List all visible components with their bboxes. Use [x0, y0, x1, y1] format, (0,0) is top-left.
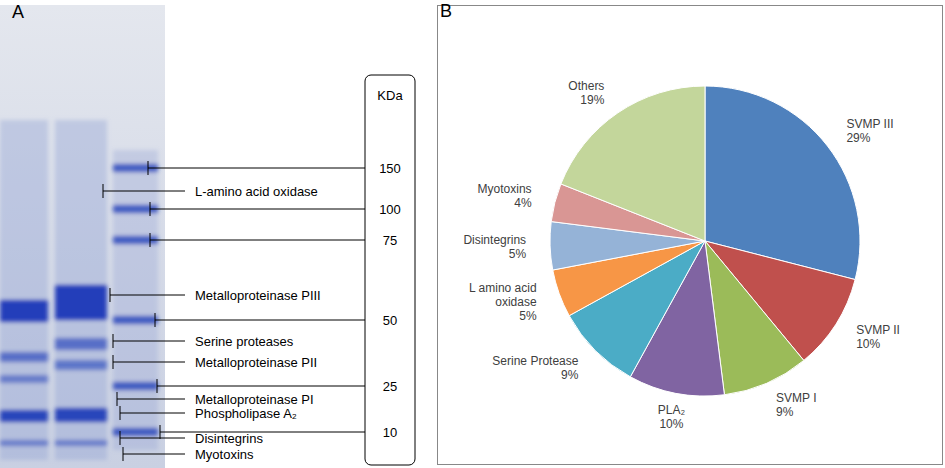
svg-text:PLA₂10%: PLA₂10% [658, 403, 686, 431]
svg-text:Serine Protease9%: Serine Protease9% [492, 354, 578, 382]
svg-text:100: 100 [379, 202, 401, 217]
svg-text:SVMP II10%: SVMP II10% [856, 323, 900, 351]
svg-text:A: A [12, 2, 24, 22]
svg-text:Metalloproteinase PI: Metalloproteinase PI [195, 392, 314, 407]
svg-text:Myotoxins: Myotoxins [195, 447, 254, 462]
svg-text:L-amino acid oxidase: L-amino acid oxidase [195, 184, 318, 199]
svg-text:L amino acidoxidase5%: L amino acidoxidase5% [469, 281, 537, 323]
svg-text:50: 50 [383, 313, 397, 328]
svg-text:75: 75 [383, 233, 397, 248]
svg-text:SVMP I9%: SVMP I9% [776, 391, 816, 419]
svg-text:Others19%: Others19% [568, 79, 604, 107]
svg-text:Myotoxins4%: Myotoxins4% [478, 182, 532, 210]
svg-text:Serine proteases: Serine proteases [195, 334, 294, 349]
svg-text:Disintegrins: Disintegrins [195, 431, 263, 446]
svg-text:10: 10 [383, 425, 397, 440]
svg-text:Metalloproteinase PII: Metalloproteinase PII [195, 355, 317, 370]
svg-text:Disintegrins5%: Disintegrins5% [463, 233, 526, 261]
svg-text:Metalloproteinase PIII: Metalloproteinase PIII [195, 288, 321, 303]
svg-text:150: 150 [379, 161, 401, 176]
svg-text:SVMP III29%: SVMP III29% [846, 117, 893, 145]
svg-text:25: 25 [383, 379, 397, 394]
html-text:B: B [440, 1, 452, 21]
svg-text:KDa: KDa [377, 88, 403, 103]
svg-text:Phospholipase A₂: Phospholipase A₂ [195, 406, 297, 421]
